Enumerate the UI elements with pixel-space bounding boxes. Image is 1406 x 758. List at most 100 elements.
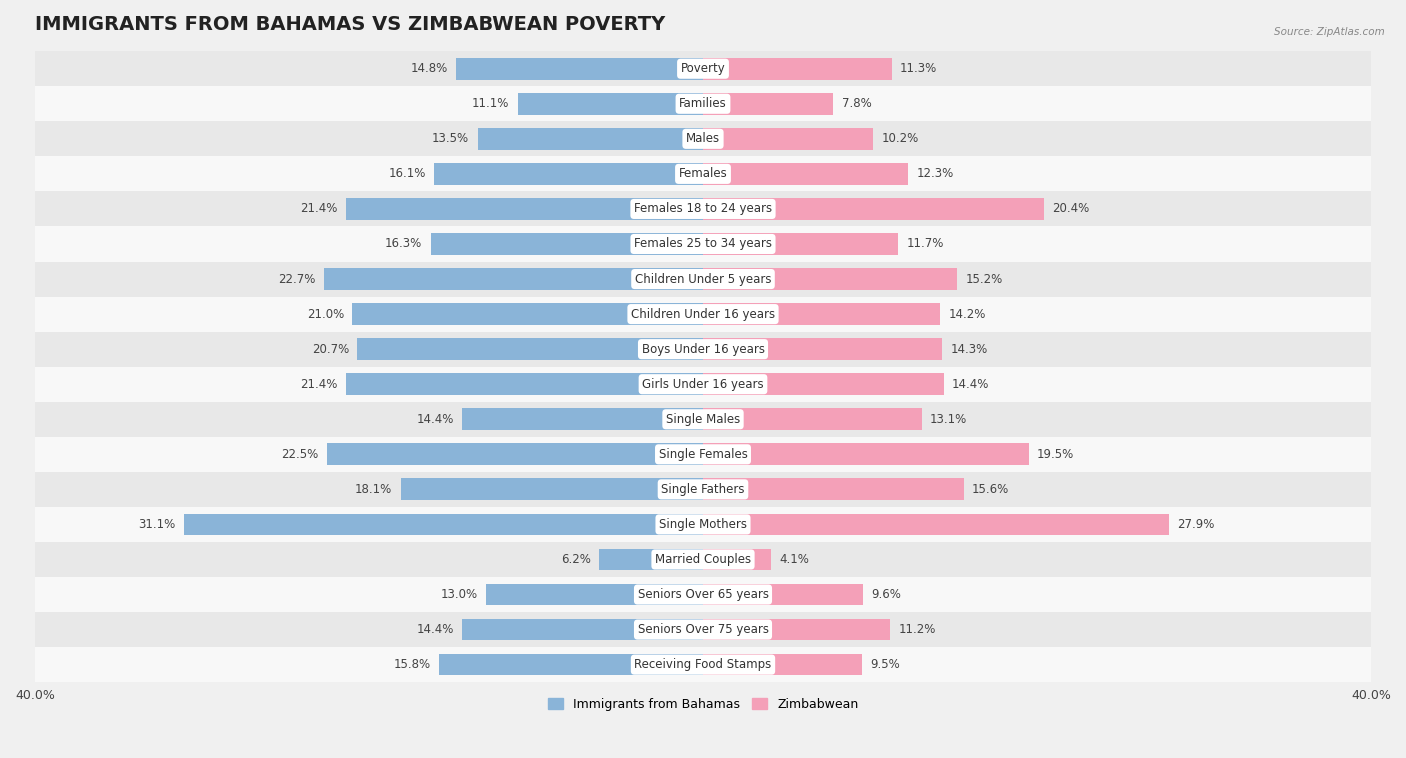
Text: Seniors Over 65 years: Seniors Over 65 years <box>637 588 769 601</box>
Bar <box>430 233 703 255</box>
Bar <box>434 163 703 185</box>
Text: 14.3%: 14.3% <box>950 343 987 356</box>
Text: 21.0%: 21.0% <box>307 308 344 321</box>
Text: 18.1%: 18.1% <box>356 483 392 496</box>
Bar <box>346 374 703 395</box>
Text: Single Males: Single Males <box>666 413 740 426</box>
Bar <box>703 163 908 185</box>
Bar <box>35 542 1371 577</box>
Bar <box>35 121 1371 156</box>
Text: 20.4%: 20.4% <box>1052 202 1090 215</box>
Bar <box>456 58 703 80</box>
Text: Married Couples: Married Couples <box>655 553 751 566</box>
Bar <box>35 437 1371 471</box>
Bar <box>323 268 703 290</box>
Bar <box>35 507 1371 542</box>
Bar <box>703 268 957 290</box>
Text: 9.5%: 9.5% <box>870 658 900 671</box>
Bar <box>35 86 1371 121</box>
Text: 10.2%: 10.2% <box>882 133 920 146</box>
Text: 12.3%: 12.3% <box>917 168 955 180</box>
Bar <box>703 549 772 570</box>
Bar <box>35 577 1371 612</box>
Text: Boys Under 16 years: Boys Under 16 years <box>641 343 765 356</box>
Bar <box>703 443 1029 465</box>
Bar <box>599 549 703 570</box>
Bar <box>35 52 1371 86</box>
Bar <box>35 367 1371 402</box>
Text: 13.1%: 13.1% <box>931 413 967 426</box>
Text: Single Females: Single Females <box>658 448 748 461</box>
Text: 19.5%: 19.5% <box>1038 448 1074 461</box>
Text: 9.6%: 9.6% <box>872 588 901 601</box>
Bar <box>703 198 1043 220</box>
Text: 15.2%: 15.2% <box>965 273 1002 286</box>
Text: Families: Families <box>679 97 727 110</box>
Text: Children Under 5 years: Children Under 5 years <box>634 273 772 286</box>
Bar <box>357 338 703 360</box>
Text: 21.4%: 21.4% <box>299 377 337 390</box>
Bar <box>35 262 1371 296</box>
Text: Source: ZipAtlas.com: Source: ZipAtlas.com <box>1274 27 1385 36</box>
Text: 14.2%: 14.2% <box>949 308 986 321</box>
Bar <box>703 619 890 641</box>
Bar <box>35 227 1371 262</box>
Text: 15.6%: 15.6% <box>972 483 1010 496</box>
Text: 11.7%: 11.7% <box>907 237 945 250</box>
Text: Children Under 16 years: Children Under 16 years <box>631 308 775 321</box>
Bar <box>703 58 891 80</box>
Text: 7.8%: 7.8% <box>842 97 872 110</box>
Text: Seniors Over 75 years: Seniors Over 75 years <box>637 623 769 636</box>
Bar <box>703 233 898 255</box>
Bar <box>703 374 943 395</box>
Text: 11.1%: 11.1% <box>472 97 509 110</box>
Bar <box>439 653 703 675</box>
Bar <box>35 612 1371 647</box>
Text: 31.1%: 31.1% <box>138 518 176 531</box>
Legend: Immigrants from Bahamas, Zimbabwean: Immigrants from Bahamas, Zimbabwean <box>543 693 863 716</box>
Text: Females 25 to 34 years: Females 25 to 34 years <box>634 237 772 250</box>
Text: 27.9%: 27.9% <box>1177 518 1215 531</box>
Bar <box>35 331 1371 367</box>
Bar <box>486 584 703 606</box>
Bar <box>703 478 963 500</box>
Bar <box>35 156 1371 192</box>
Bar <box>463 619 703 641</box>
Bar <box>35 192 1371 227</box>
Text: 15.8%: 15.8% <box>394 658 430 671</box>
Text: 22.7%: 22.7% <box>278 273 315 286</box>
Bar <box>703 409 922 430</box>
Text: Girls Under 16 years: Girls Under 16 years <box>643 377 763 390</box>
Text: 6.2%: 6.2% <box>561 553 591 566</box>
Bar <box>35 296 1371 331</box>
Bar <box>703 303 941 325</box>
Text: 13.0%: 13.0% <box>440 588 478 601</box>
Text: Receiving Food Stamps: Receiving Food Stamps <box>634 658 772 671</box>
Text: Females 18 to 24 years: Females 18 to 24 years <box>634 202 772 215</box>
Text: 4.1%: 4.1% <box>780 553 810 566</box>
Text: 13.5%: 13.5% <box>432 133 470 146</box>
Text: Females: Females <box>679 168 727 180</box>
Bar <box>35 402 1371 437</box>
Bar <box>703 128 873 149</box>
Bar <box>328 443 703 465</box>
Bar <box>184 514 703 535</box>
Text: Males: Males <box>686 133 720 146</box>
Text: 20.7%: 20.7% <box>312 343 349 356</box>
Text: Single Mothers: Single Mothers <box>659 518 747 531</box>
Bar <box>703 93 834 114</box>
Bar <box>463 409 703 430</box>
Bar <box>703 338 942 360</box>
Bar <box>478 128 703 149</box>
Text: Single Fathers: Single Fathers <box>661 483 745 496</box>
Bar <box>346 198 703 220</box>
Text: 14.8%: 14.8% <box>411 62 447 75</box>
Bar <box>35 471 1371 507</box>
Text: 21.4%: 21.4% <box>299 202 337 215</box>
Bar <box>517 93 703 114</box>
Bar <box>401 478 703 500</box>
Text: 16.1%: 16.1% <box>388 168 426 180</box>
Text: 11.3%: 11.3% <box>900 62 938 75</box>
Text: 11.2%: 11.2% <box>898 623 936 636</box>
Bar <box>703 584 863 606</box>
